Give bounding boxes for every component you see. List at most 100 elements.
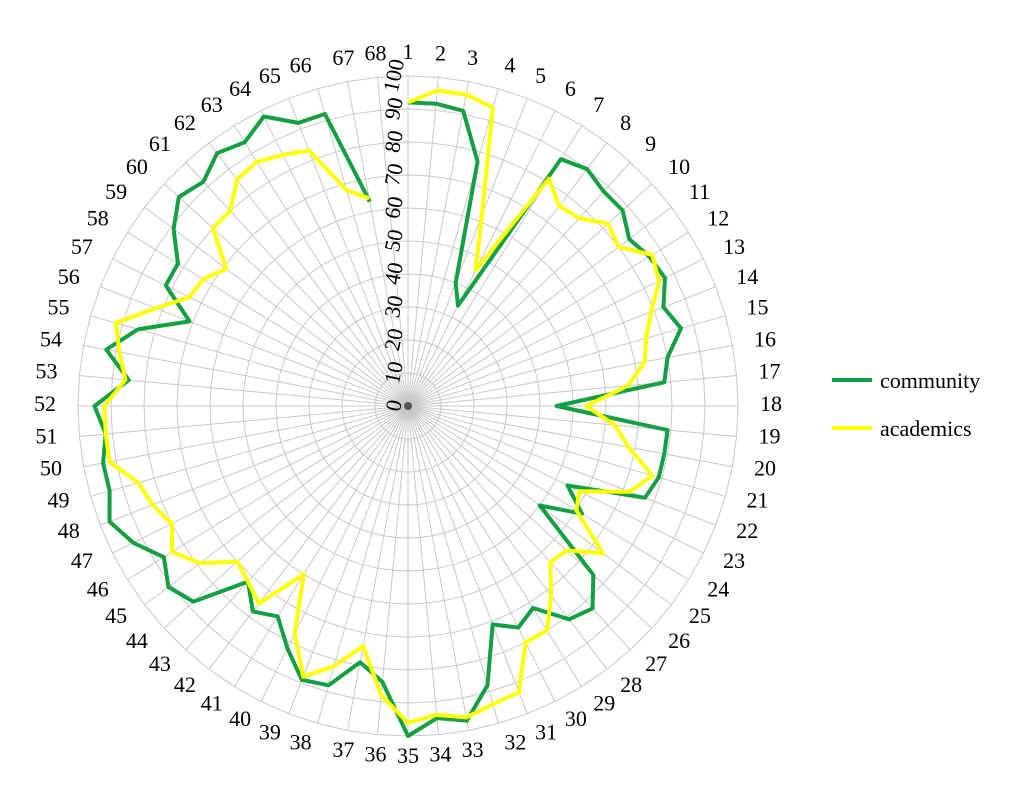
category-label-58: 58 <box>87 206 109 231</box>
legend: community academics <box>832 368 980 441</box>
grid-spoke-4 <box>407 88 499 407</box>
grid-spoke-31 <box>407 405 528 714</box>
grid-spoke-45 <box>144 405 409 606</box>
category-label-44: 44 <box>126 628 148 653</box>
grid-spoke-14 <box>407 286 716 407</box>
category-label-53: 53 <box>36 359 58 384</box>
grid-spoke-30 <box>407 405 556 702</box>
category-label-21: 21 <box>747 487 769 512</box>
grid-spoke-22 <box>407 405 716 526</box>
radial-tick-80: 80 <box>379 128 408 155</box>
category-label-24: 24 <box>707 576 729 601</box>
category-label-62: 62 <box>174 110 196 135</box>
category-label-1: 1 <box>403 39 414 64</box>
category-label-52: 52 <box>34 391 56 416</box>
legend-label-academics: academics <box>880 416 972 441</box>
legend-label-community: community <box>880 368 980 393</box>
grid-spoke-54 <box>83 344 409 407</box>
category-label-26: 26 <box>668 628 690 653</box>
series-line-community <box>92 100 683 738</box>
category-label-2: 2 <box>435 41 446 66</box>
grid-spoke-39 <box>288 405 409 714</box>
category-label-3: 3 <box>467 45 478 70</box>
category-label-15: 15 <box>747 295 769 320</box>
grid-spoke-20 <box>407 405 733 468</box>
category-label-48: 48 <box>58 518 80 543</box>
category-label-56: 56 <box>58 264 80 289</box>
radial-tick-30: 30 <box>379 293 408 320</box>
category-label-11: 11 <box>689 179 710 204</box>
radial-tick-0: 0 <box>380 398 407 414</box>
category-label-4: 4 <box>504 52 515 77</box>
grid-spoke-47 <box>112 405 409 554</box>
category-label-68: 68 <box>365 41 387 66</box>
category-label-6: 6 <box>565 76 576 101</box>
category-label-61: 61 <box>149 131 171 156</box>
grid-spoke-21 <box>407 405 726 497</box>
grid-spoke-64 <box>260 110 409 407</box>
grid-spoke-8 <box>407 142 608 407</box>
grid-spoke-62 <box>208 142 409 407</box>
grid-spoke-9 <box>407 161 631 407</box>
category-label-49: 49 <box>47 487 69 512</box>
radial-tick-50: 50 <box>379 227 408 254</box>
grid-spoke-42 <box>208 405 409 670</box>
grid-spoke-67 <box>346 81 409 407</box>
grid-spoke-10 <box>407 183 653 407</box>
category-label-22: 22 <box>736 518 758 543</box>
category-label-8: 8 <box>620 110 631 135</box>
grid-spoke-68 <box>377 77 409 407</box>
category-label-18: 18 <box>760 391 782 416</box>
grid-spoke-66 <box>317 88 409 407</box>
category-label-34: 34 <box>429 742 451 767</box>
radar-grid <box>77 75 739 737</box>
category-label-43: 43 <box>149 651 171 676</box>
grid-spoke-44 <box>163 405 409 629</box>
category-label-25: 25 <box>689 603 711 628</box>
category-label-9: 9 <box>645 131 656 156</box>
category-label-35: 35 <box>397 743 419 768</box>
category-label-19: 19 <box>759 424 781 449</box>
grid-spoke-24 <box>407 405 689 581</box>
grid-spoke-15 <box>407 315 726 407</box>
grid-spoke-63 <box>233 125 409 407</box>
category-label-23: 23 <box>723 548 745 573</box>
grid-spoke-43 <box>185 405 409 651</box>
grid-spoke-57 <box>112 258 409 407</box>
category-label-27: 27 <box>645 651 667 676</box>
grid-spoke-19 <box>407 405 737 437</box>
radial-tick-20: 20 <box>379 326 408 353</box>
grid-spoke-16 <box>407 344 733 407</box>
grid-spoke-2 <box>407 77 439 407</box>
radial-tick-90: 90 <box>379 95 408 122</box>
category-label-57: 57 <box>71 234 93 259</box>
grid-spoke-13 <box>407 258 704 407</box>
series-lines <box>92 88 683 738</box>
grid-spoke-40 <box>260 405 409 702</box>
category-label-55: 55 <box>47 295 69 320</box>
category-label-47: 47 <box>71 548 93 573</box>
series-line-academics <box>102 88 662 725</box>
grid-spoke-51 <box>79 405 409 437</box>
grid-spoke-59 <box>144 206 409 407</box>
category-label-36: 36 <box>365 742 387 767</box>
grid-spoke-60 <box>163 183 409 407</box>
category-label-67: 67 <box>332 45 354 70</box>
category-label-20: 20 <box>754 456 776 481</box>
category-label-38: 38 <box>290 730 312 755</box>
category-label-60: 60 <box>126 154 148 179</box>
grid-spoke-41 <box>233 405 409 687</box>
grid-spoke-29 <box>407 405 583 687</box>
category-label-14: 14 <box>736 264 758 289</box>
grid-spoke-23 <box>407 405 704 554</box>
grid-spoke-50 <box>83 405 409 468</box>
grid-spoke-11 <box>407 206 672 407</box>
category-label-51: 51 <box>36 424 58 449</box>
category-label-45: 45 <box>105 603 127 628</box>
category-label-40: 40 <box>229 706 251 731</box>
grid-spoke-28 <box>407 405 608 670</box>
category-label-10: 10 <box>668 154 690 179</box>
grid-spoke-32 <box>407 405 499 724</box>
grid-spoke-48 <box>100 405 409 526</box>
grid-spoke-6 <box>407 110 556 407</box>
